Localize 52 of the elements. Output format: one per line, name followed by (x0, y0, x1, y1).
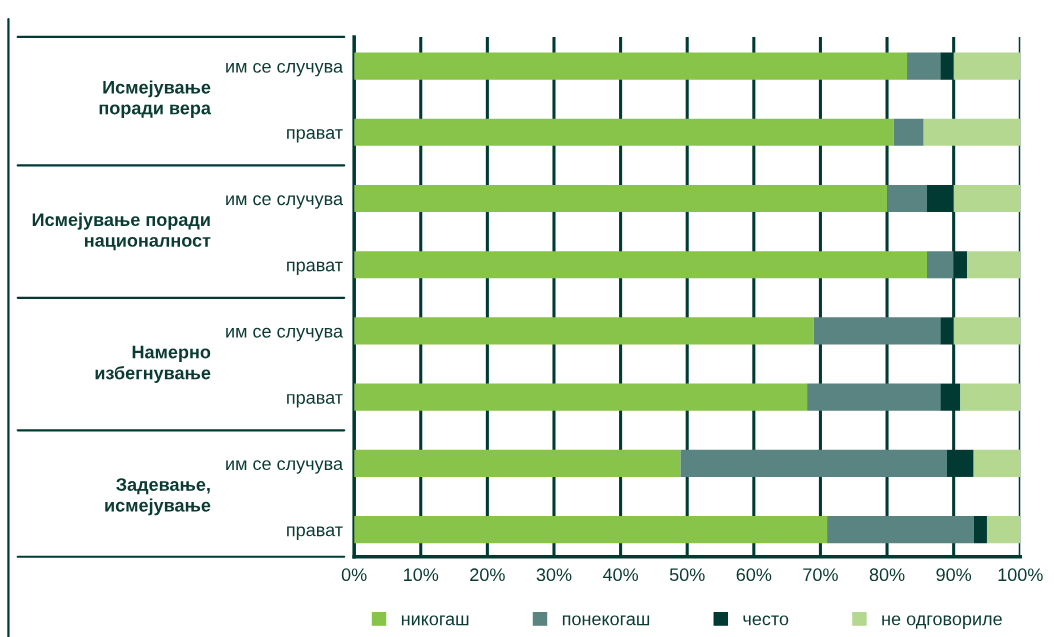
text: Намерно избегнување (95, 345, 211, 383)
bar (354, 383, 808, 411)
x-tick-label: 40% (602, 568, 639, 582)
bar (973, 516, 987, 544)
x-tick-label: 90% (936, 568, 972, 582)
x-tick-label: 100% (998, 568, 1043, 582)
bar (827, 516, 974, 544)
bar (887, 184, 928, 213)
bar (953, 184, 1021, 213)
bar (354, 317, 814, 345)
bar (966, 251, 1021, 279)
text: Исмејување поради националност (32, 212, 211, 251)
text: Исмејување поради вера (99, 80, 212, 118)
bar (953, 52, 1021, 80)
legend-label: често (743, 615, 789, 626)
bar (986, 516, 1021, 544)
x-tick-label: 10% (404, 568, 439, 582)
y-tick-label: им се случува (226, 195, 344, 209)
bar (893, 118, 924, 146)
x-tick-label: 70% (803, 568, 838, 582)
y-tick-label: им се случува (226, 62, 344, 77)
bar (953, 317, 1021, 345)
bar (680, 449, 947, 477)
y-tick-label: им се случува (226, 460, 344, 474)
y-tick-label: прават (287, 129, 343, 143)
bar (923, 118, 1021, 146)
bar (907, 52, 941, 80)
bar (960, 383, 1021, 411)
bar (354, 251, 928, 279)
text: Задевање, исмејување (105, 478, 211, 516)
y-tick-label: прават (287, 261, 343, 276)
x-tick-label: 0% (341, 568, 367, 582)
bar (973, 449, 1021, 477)
bar (813, 317, 941, 345)
x-tick-label: 50% (669, 568, 705, 582)
y-tick-label: им се случува (226, 327, 344, 342)
bar (354, 449, 681, 477)
bar (927, 251, 954, 279)
bar (354, 52, 908, 80)
x-tick-label: 20% (470, 568, 505, 582)
bar (354, 184, 888, 213)
bar (354, 118, 894, 146)
x-tick-label: 30% (536, 568, 572, 582)
legend-label: никогаш (401, 615, 469, 626)
legend-label: понекогаш (562, 615, 650, 626)
y-tick-label: прават (287, 393, 343, 408)
bar (354, 516, 828, 544)
x-tick-label: 60% (736, 568, 772, 582)
legend-label: не одговориле (882, 615, 1002, 629)
x-tick-label: 80% (869, 568, 905, 582)
y-tick-label: прават (287, 526, 343, 540)
bar (807, 383, 941, 411)
